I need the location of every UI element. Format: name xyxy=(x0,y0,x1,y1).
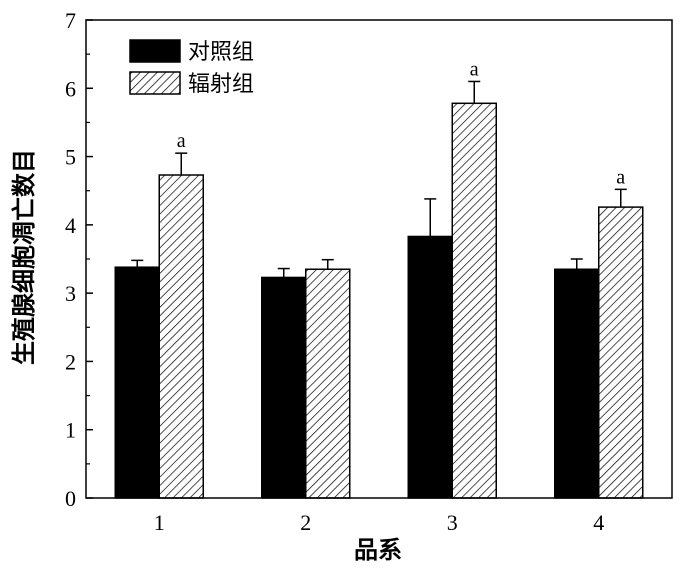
bar-s0-c3 xyxy=(554,268,600,499)
x-tick-label-2: 3 xyxy=(447,510,458,535)
bar-s0-c2 xyxy=(407,235,453,499)
y-tick-label-7: 7 xyxy=(65,8,76,33)
bar-s1-c0 xyxy=(158,174,204,499)
bar-s1-c3 xyxy=(598,206,644,499)
legend-label-1: 辐射组 xyxy=(188,72,254,97)
x-tick-label-3: 4 xyxy=(593,510,604,535)
legend-swatch-1 xyxy=(129,71,181,95)
legend-swatch-0 xyxy=(129,39,181,63)
y-axis-title: 生殖腺细胞凋亡数目 xyxy=(10,149,38,365)
y-tick-label-0: 0 xyxy=(65,486,76,511)
x-axis-title: 品系 xyxy=(354,536,402,564)
plot-area: a a a xyxy=(114,58,644,499)
x-tick-label-0: 1 xyxy=(154,510,165,535)
bar-s1-c2 xyxy=(451,102,497,499)
y-tick-label-1: 1 xyxy=(65,418,76,443)
bar-s0-c0 xyxy=(114,266,160,499)
y-tick-label-3: 3 xyxy=(65,281,76,306)
y-tick-label-5: 5 xyxy=(65,145,76,170)
bar-s0-c1 xyxy=(261,276,307,499)
y-tick-label-4: 4 xyxy=(65,213,76,238)
significance-label-s1-c0: a xyxy=(177,130,186,152)
y-tick-label-6: 6 xyxy=(65,76,76,101)
x-tick-label-1: 2 xyxy=(300,510,311,535)
significance-label-s1-c3: a xyxy=(616,166,625,188)
significance-label-s1-c2: a xyxy=(470,58,479,80)
y-tick-label-2: 2 xyxy=(65,349,76,374)
bar-s1-c1 xyxy=(305,268,351,499)
legend-label-0: 对照组 xyxy=(188,40,254,65)
axes: 0 1 2 3 4 5 6 7 1 2 3 4 xyxy=(65,8,673,535)
